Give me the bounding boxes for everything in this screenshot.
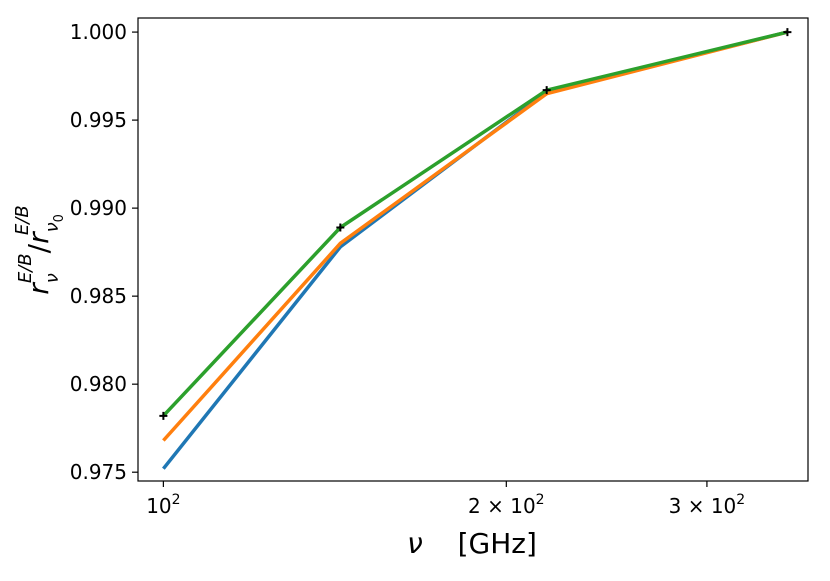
y-tick-label: 1.000 <box>70 20 127 44</box>
x-axis-symbol: ν <box>407 527 423 560</box>
plot-frame <box>137 17 809 482</box>
y-tick-label: 0.995 <box>70 108 127 132</box>
x-axis-unit: [GHz] <box>458 527 537 560</box>
data-marker <box>336 223 345 232</box>
data-marker <box>159 411 168 420</box>
x-axis: 102 2 × 102 3 × 102 <box>146 481 745 518</box>
y-tick-label: 0.980 <box>70 372 127 396</box>
x-axis-label: ν [GHz] <box>407 527 537 560</box>
y-tick-label: 0.990 <box>70 196 127 220</box>
series-line-2 <box>162 30 788 442</box>
data-marker <box>783 28 792 37</box>
y-tick-label: 0.985 <box>70 284 127 308</box>
y-axis: 0.975 0.980 0.985 0.990 0.995 1.000 <box>70 20 138 484</box>
x-tick-label: 102 <box>146 492 180 518</box>
x-tick-label: 2 × 102 <box>468 492 545 518</box>
series-line-1 <box>162 30 788 470</box>
series-line-3 <box>162 30 788 418</box>
y-axis-label: rνE/B/rν0E/B <box>12 205 67 294</box>
x-tick-label: 3 × 102 <box>669 492 746 518</box>
data-marker <box>542 86 551 95</box>
marker-layer <box>159 28 792 420</box>
series-layer <box>162 30 788 470</box>
y-tick-label: 0.975 <box>70 460 127 484</box>
